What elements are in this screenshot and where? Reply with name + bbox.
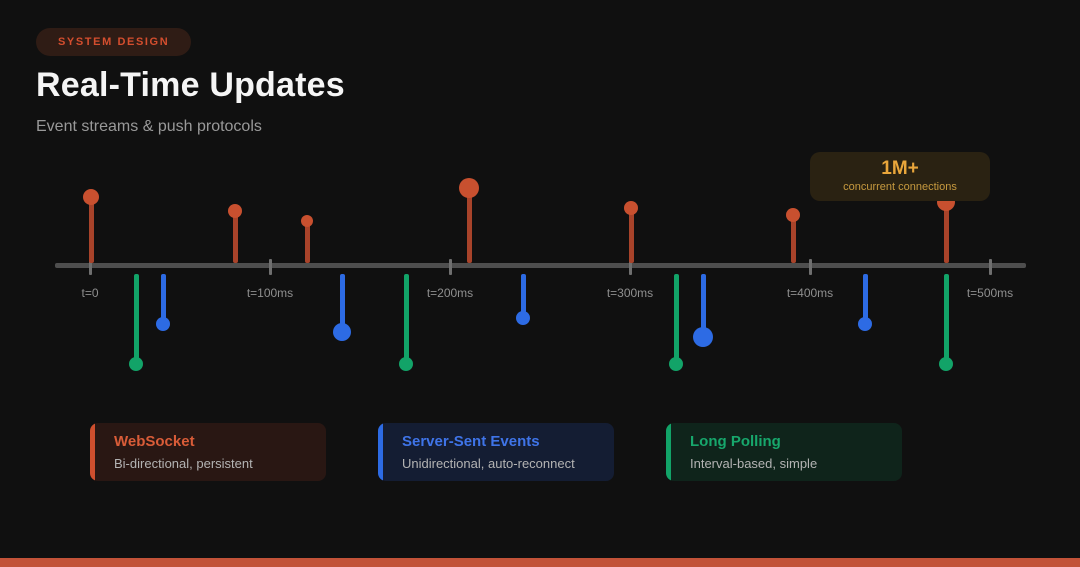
long-polling-event-stem xyxy=(403,274,409,364)
legend-card-description: Interval-based, simple xyxy=(690,456,818,471)
time-axis-tick xyxy=(268,259,272,275)
legend-card-description: Unidirectional, auto-reconnect xyxy=(402,456,575,471)
time-axis-tick xyxy=(808,259,812,275)
category-badge-label: SYSTEM DESIGN xyxy=(58,36,170,48)
legend-card-long-polling: Long Polling Interval-based, simple xyxy=(666,423,902,481)
legend-card-websocket: WebSocket Bi-directional, persistent xyxy=(90,423,326,481)
footer-accent-bar xyxy=(0,558,1080,567)
time-axis-tick-label: t=300ms xyxy=(606,286,654,300)
legend-card-title: Server-Sent Events xyxy=(402,433,540,450)
server-sent-events-event-stem xyxy=(862,274,868,324)
legend-card-title: WebSocket xyxy=(114,433,195,450)
websocket-event-marker xyxy=(83,189,99,205)
time-axis-tick xyxy=(628,259,632,275)
polling-accent-bar xyxy=(666,423,671,481)
long-polling-event-stem xyxy=(133,274,139,364)
time-axis-tick xyxy=(988,259,992,275)
sse-accent-bar xyxy=(378,423,383,481)
long-polling-event-marker xyxy=(399,357,413,371)
time-axis-tick xyxy=(448,259,452,275)
callout-value: 1M+ xyxy=(881,158,919,179)
websocket-event-stem xyxy=(232,211,238,263)
server-sent-events-event-marker xyxy=(516,311,530,325)
legend-card-description: Bi-directional, persistent xyxy=(114,456,253,471)
server-sent-events-event-marker xyxy=(156,317,170,331)
websocket-event-stem xyxy=(790,215,796,263)
websocket-event-stem xyxy=(88,197,94,263)
time-axis-tick-label: t=0 xyxy=(81,286,99,300)
websocket-accent-bar xyxy=(90,423,95,481)
long-polling-event-stem xyxy=(673,274,679,364)
time-axis-tick-label: t=500ms xyxy=(966,286,1014,300)
concurrent-connections-callout: 1M+ concurrent connections xyxy=(810,152,990,201)
long-polling-event-marker xyxy=(129,357,143,371)
long-polling-event-marker xyxy=(669,357,683,371)
websocket-event-stem xyxy=(943,202,949,263)
long-polling-event-marker xyxy=(939,357,953,371)
legend-card-title: Long Polling xyxy=(690,433,781,450)
server-sent-events-event-marker xyxy=(858,317,872,331)
server-sent-events-event-marker xyxy=(693,327,713,347)
server-sent-events-event-stem xyxy=(700,274,706,337)
time-axis-tick xyxy=(88,259,92,275)
callout-label: concurrent connections xyxy=(843,181,957,193)
websocket-event-stem xyxy=(628,208,634,263)
server-sent-events-event-stem xyxy=(520,274,526,318)
server-sent-events-event-stem xyxy=(160,274,166,324)
websocket-event-marker xyxy=(624,201,638,215)
websocket-event-stem xyxy=(304,221,310,263)
time-axis-line xyxy=(55,263,1026,268)
page-subtitle: Event streams & push protocols xyxy=(36,118,262,135)
server-sent-events-event-marker xyxy=(333,323,351,341)
category-badge: SYSTEM DESIGN xyxy=(36,28,192,56)
time-axis-tick-label: t=100ms xyxy=(246,286,294,300)
websocket-event-marker xyxy=(459,178,479,198)
server-sent-events-event-stem xyxy=(339,274,345,332)
legend-card-server-sent-events: Server-Sent Events Unidirectional, auto-… xyxy=(378,423,614,481)
time-axis-tick-label: t=400ms xyxy=(786,286,834,300)
long-polling-event-stem xyxy=(943,274,949,364)
websocket-event-marker xyxy=(301,215,313,227)
websocket-event-marker xyxy=(786,208,800,222)
websocket-event-marker xyxy=(228,204,242,218)
page-title: Real-Time Updates xyxy=(36,66,345,104)
time-axis-tick-label: t=200ms xyxy=(426,286,474,300)
websocket-event-stem xyxy=(466,188,472,263)
